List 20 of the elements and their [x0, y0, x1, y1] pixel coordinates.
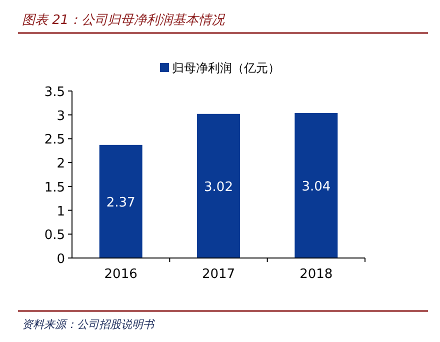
data-label: 3.02	[204, 180, 233, 195]
y-tick-label: 3	[56, 108, 65, 124]
x-tick-label: 2016	[104, 267, 138, 282]
legend-label: 归母净利润（亿元）	[172, 61, 280, 75]
y-tick-label: 1.5	[44, 180, 65, 196]
bar	[197, 114, 240, 258]
y-tick-label: 2.5	[44, 132, 65, 148]
x-tick-label: 2017	[202, 267, 236, 282]
chart-title: 图表 21：公司归母净利润基本情况	[22, 13, 226, 28]
bar	[294, 112, 338, 258]
y-tick-label: 2	[56, 156, 65, 172]
data-label: 2.37	[106, 195, 136, 210]
y-tick-label: 0	[56, 252, 65, 267]
bar	[99, 144, 142, 258]
y-tick-label: 3.5	[44, 85, 65, 100]
x-tick-label: 2018	[300, 267, 333, 282]
y-tick-label: 0.5	[44, 228, 65, 244]
data-label: 3.04	[302, 179, 331, 194]
y-tick-label: 1	[56, 204, 65, 220]
text: 资料来源：公司招股说明书	[22, 318, 156, 331]
